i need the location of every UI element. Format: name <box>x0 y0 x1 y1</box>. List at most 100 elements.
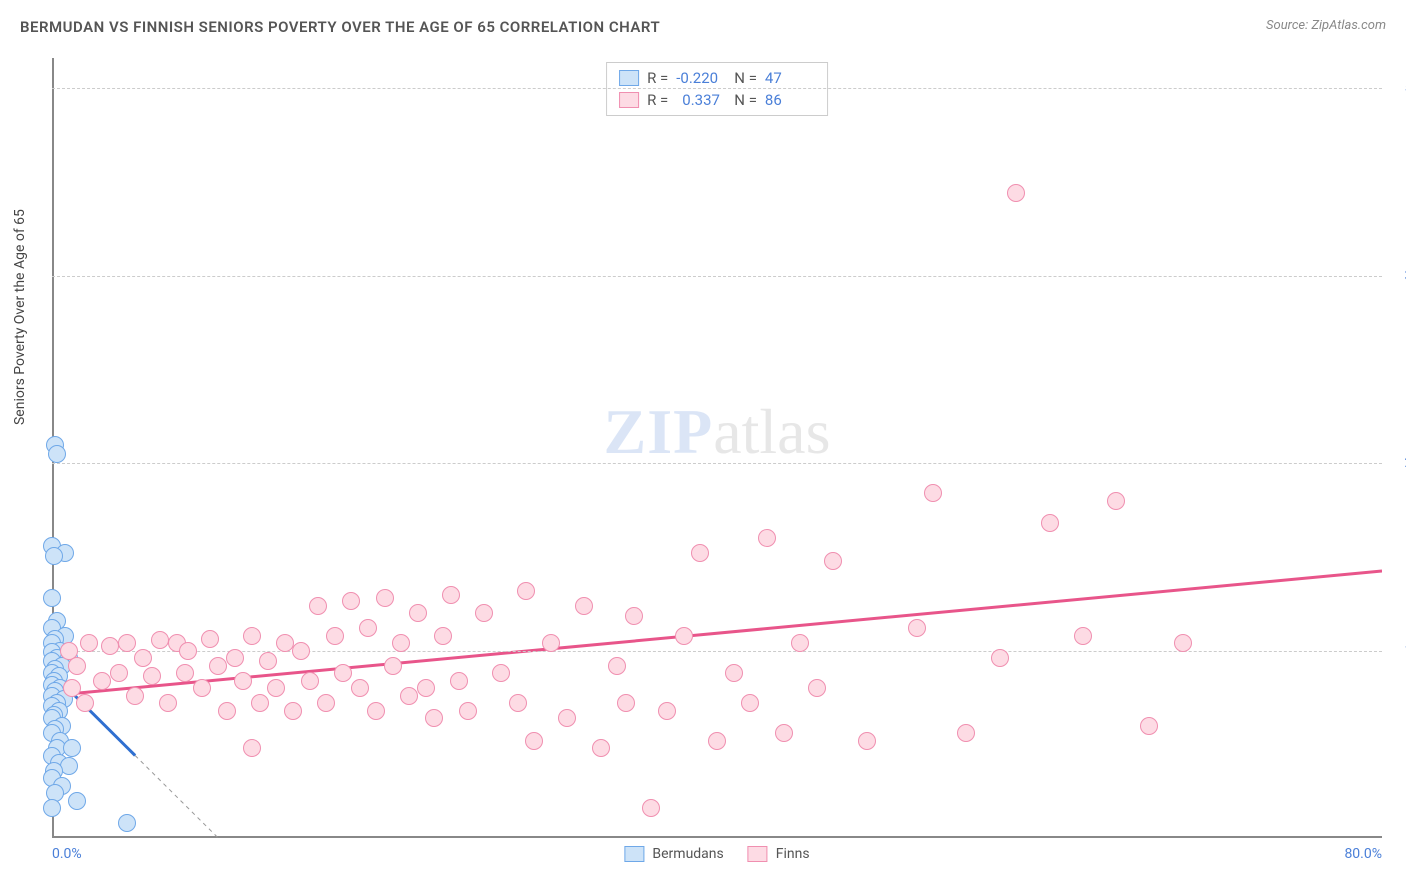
data-point <box>592 739 610 757</box>
data-point <box>1140 717 1158 735</box>
data-point <box>259 652 277 670</box>
data-point <box>317 694 335 712</box>
data-point <box>758 529 776 547</box>
data-point <box>509 694 527 712</box>
source-attribution: Source: ZipAtlas.com <box>1266 18 1386 33</box>
data-point <box>243 627 261 645</box>
data-point <box>376 589 394 607</box>
data-point <box>301 672 319 690</box>
data-point <box>409 604 427 622</box>
data-point <box>392 634 410 652</box>
data-point <box>625 607 643 625</box>
data-point <box>134 649 152 667</box>
data-point <box>159 694 177 712</box>
data-point <box>1007 184 1025 202</box>
x-tick-label: 80.0% <box>1344 846 1382 862</box>
data-point <box>193 679 211 697</box>
data-point <box>351 679 369 697</box>
data-point <box>991 649 1009 667</box>
data-point <box>68 792 86 810</box>
y-tick-label: 37.5% <box>1387 268 1406 284</box>
data-point <box>741 694 759 712</box>
data-point <box>326 627 344 645</box>
x-axis <box>52 836 1382 838</box>
trend-lines <box>52 58 1382 838</box>
data-point <box>1074 627 1092 645</box>
data-point <box>450 672 468 690</box>
data-point <box>76 694 94 712</box>
data-point <box>68 657 86 675</box>
data-point <box>775 724 793 742</box>
x-tick-label: 0.0% <box>52 846 82 862</box>
data-point <box>334 664 352 682</box>
data-point <box>234 672 252 690</box>
data-point <box>110 664 128 682</box>
data-point <box>367 702 385 720</box>
data-point <box>517 582 535 600</box>
data-point <box>691 544 709 562</box>
data-point <box>425 709 443 727</box>
data-point <box>617 694 635 712</box>
data-point <box>400 687 418 705</box>
data-point <box>226 649 244 667</box>
data-point <box>267 679 285 697</box>
data-point <box>642 799 660 817</box>
data-point <box>118 634 136 652</box>
data-point <box>575 597 593 615</box>
y-tick-label: 50.0% <box>1387 80 1406 96</box>
gridline <box>52 276 1382 277</box>
data-point <box>1041 514 1059 532</box>
data-point <box>43 799 61 817</box>
legend-item-bermudans: Bermudans <box>624 846 723 862</box>
swatch-icon <box>748 846 768 862</box>
data-point <box>45 547 63 565</box>
data-point <box>48 445 66 463</box>
data-point <box>1174 634 1192 652</box>
data-point <box>442 586 460 604</box>
watermark: ZIPatlas <box>604 395 831 469</box>
data-point <box>858 732 876 750</box>
data-point <box>384 657 402 675</box>
data-point <box>179 642 197 660</box>
data-point <box>43 589 61 607</box>
data-point <box>201 630 219 648</box>
data-point <box>63 739 81 757</box>
data-point <box>276 634 294 652</box>
chart-title: BERMUDAN VS FINNISH SENIORS POVERTY OVER… <box>20 18 660 36</box>
data-point <box>359 619 377 637</box>
data-point <box>251 694 269 712</box>
gridline <box>52 88 1382 89</box>
scatter-chart: ZIPatlas R = -0.220 N = 47 R = 0.337 N =… <box>52 58 1382 838</box>
data-point <box>708 732 726 750</box>
data-point <box>126 687 144 705</box>
data-point <box>342 592 360 610</box>
data-point <box>824 552 842 570</box>
series-legend: Bermudans Finns <box>624 846 809 862</box>
data-point <box>292 642 310 660</box>
data-point <box>475 604 493 622</box>
data-point <box>93 672 111 690</box>
data-point <box>209 657 227 675</box>
y-tick-label: 12.5% <box>1387 643 1406 659</box>
y-tick-label: 25.0% <box>1387 455 1406 471</box>
data-point <box>63 679 81 697</box>
data-point <box>459 702 477 720</box>
data-point <box>908 619 926 637</box>
data-point <box>542 634 560 652</box>
swatch-icon <box>619 70 639 86</box>
data-point <box>1107 492 1125 510</box>
data-point <box>791 634 809 652</box>
legend-row-finns: R = 0.337 N = 86 <box>619 89 815 111</box>
swatch-icon <box>619 92 639 108</box>
gridline <box>52 463 1382 464</box>
data-point <box>284 702 302 720</box>
data-point <box>608 657 626 675</box>
data-point <box>957 724 975 742</box>
data-point <box>658 702 676 720</box>
y-axis-label: Seniors Poverty Over the Age of 65 <box>12 209 28 425</box>
data-point <box>808 679 826 697</box>
data-point <box>434 627 452 645</box>
data-point <box>675 627 693 645</box>
data-point <box>492 664 510 682</box>
data-point <box>218 702 236 720</box>
